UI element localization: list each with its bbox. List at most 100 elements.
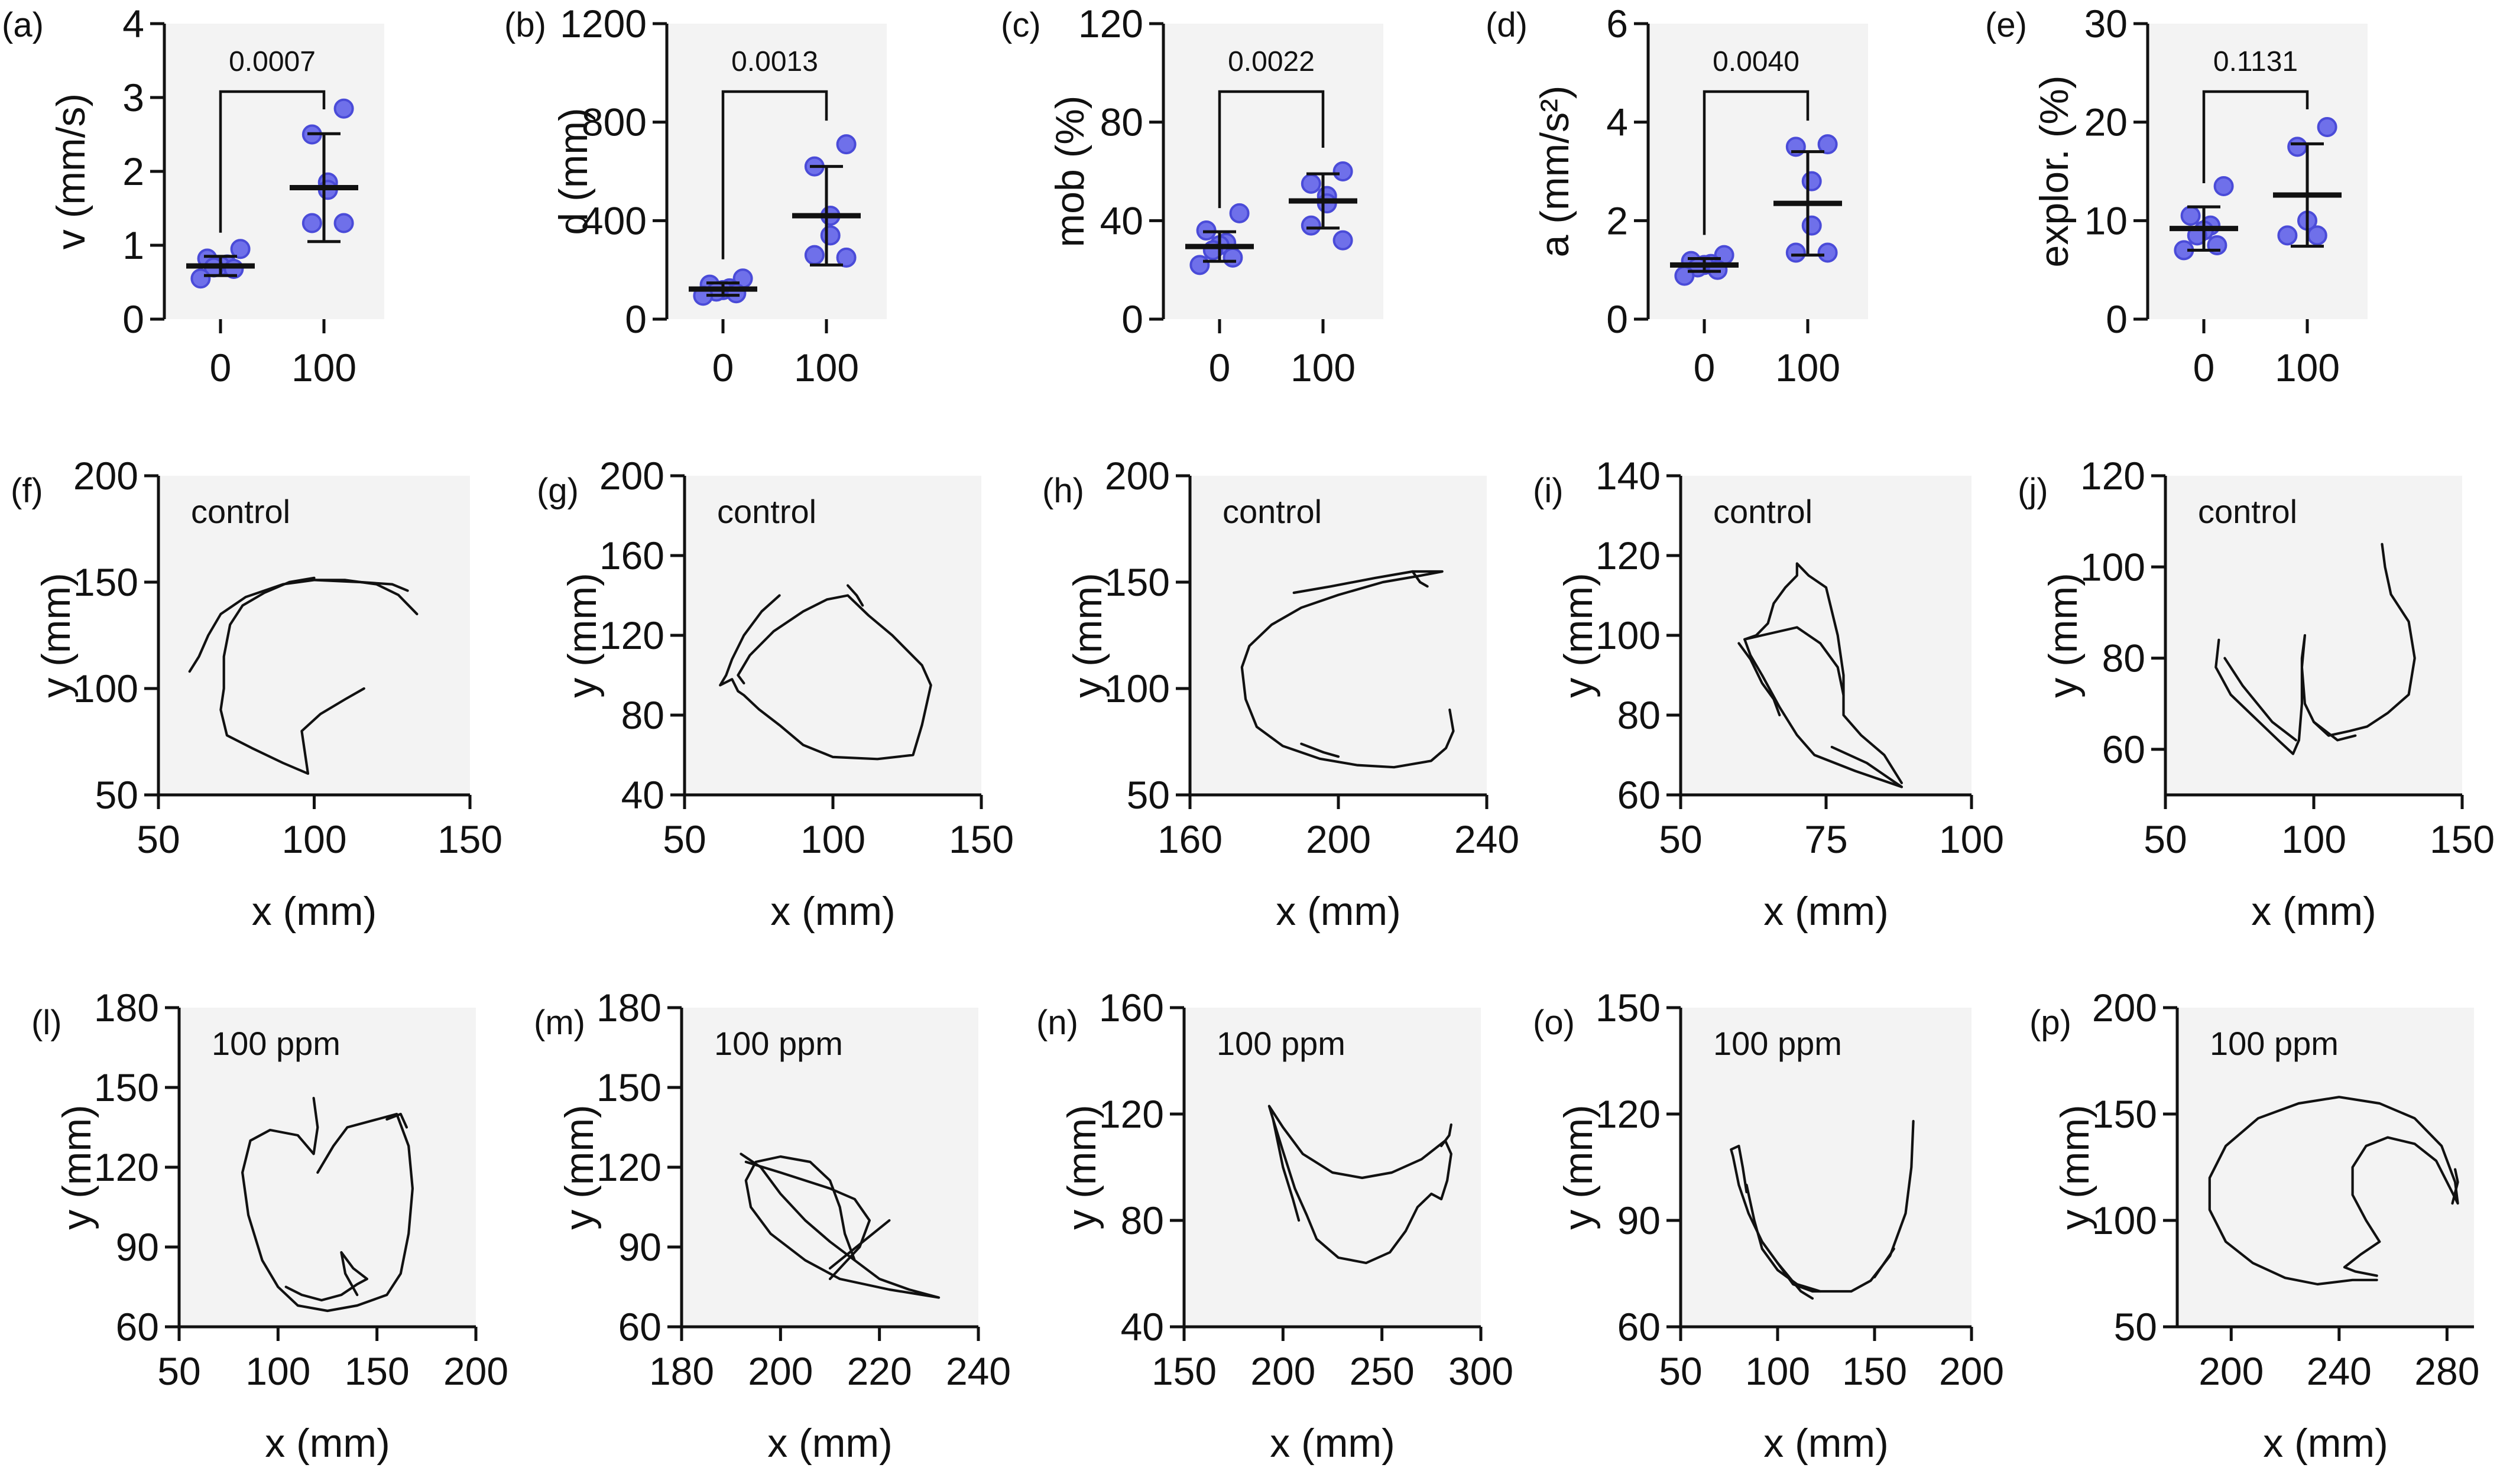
y-tick-label: 4 [1606,100,1628,144]
trajectory-line [1745,1183,1822,1293]
y-tick-label: 0 [122,297,144,341]
y-tick-label: 150 [1596,986,1661,1030]
trajectory-line [284,1251,368,1302]
p-value-label: 0.0022 [1228,46,1315,77]
data-point [836,134,857,155]
data-point [1785,242,1806,263]
y-axis-title: y (mm) [54,1105,99,1229]
y-axis-title: d (mm) [551,108,596,235]
data-point [1223,247,1243,268]
data-point [2317,117,2337,137]
y-tick-label: 200 [73,454,138,498]
x-tick-label: 0 [1694,346,1716,389]
y-tick-label: 20 [2084,100,2128,144]
y-tick-label: 100 [1596,613,1661,657]
trajectory-line [828,1219,891,1270]
p-value-label: 0.1131 [2213,46,2298,77]
panel-a: 0 1 2 3 4 v (mm/s) (a) 0 100 0.0007 [2,2,384,389]
x-tick-label: 240 [2307,1349,2372,1393]
trajectory-line [385,1112,408,1129]
y-tick-label: 100 [1105,667,1170,710]
significance-bracket [219,90,326,233]
panel-p: 50 100 150 200 200 240 280 x (mm) y (mm) (p) 100 p… [2029,986,2479,1466]
panel-n: 40 80 120 160 150 200 250 300 x (mm) y (mm) (n) 100… [1036,986,1513,1466]
y-tick-label: 60 [116,1305,159,1349]
x-tick-label: 150 [1152,1349,1217,1393]
panel-b: 0 400 800 1200 d (mm) (b) 0 100 0.0013 [504,2,887,389]
x-axis-title: x (mm) [1763,1421,1888,1466]
trajectory-line [1440,1123,1452,1148]
x-tick-label: 200 [1939,1349,2004,1393]
data-point [820,225,841,246]
y-tick-label: 150 [596,1066,662,1109]
plot-area [2148,24,2368,319]
panel-l: 60 90 120 150 180 50 100 150 200 x (mm) y (mm) (l) 1… [31,986,508,1466]
x-tick-label: 200 [748,1349,813,1393]
p-value-label: 0.0040 [1713,46,1799,77]
significance-bracket [1218,90,1325,209]
y-tick-label: 100 [73,667,138,710]
x-tick-label: 100 [794,346,859,389]
trajectory-line [1300,742,1340,758]
data-point [2213,176,2234,196]
panel-i: 60 80 100 120 140 50 75 100 x (mm) y (mm) (i) contr… [1533,454,2004,934]
y-tick-label: 200 [2092,986,2157,1030]
data-point [1332,230,1353,251]
significance-bracket [1703,90,1810,235]
y-tick-label: 2 [1606,199,1628,242]
x-tick-label: 150 [949,817,1014,861]
x-axis-title: x (mm) [2251,889,2376,934]
condition-label: 100 ppm [714,1025,843,1062]
trajectory-line [1830,745,1903,788]
condition-label: 100 ppm [1713,1025,1842,1062]
data-point [2277,225,2298,246]
data-point [836,247,857,268]
panel-label: (o) [1533,1004,1575,1042]
trajectory-line [2451,1168,2459,1205]
y-tick-label: 0 [1606,297,1628,341]
data-point [1817,134,1838,155]
x-tick-label: 220 [847,1349,912,1393]
x-tick-label: 50 [663,817,706,861]
y-tick-label: 60 [1617,773,1661,817]
data-point [2307,225,2327,246]
y-tick-label: 6 [1606,2,1628,46]
plot-area [1681,476,1972,795]
y-axis-title: y (mm) [1065,573,1110,697]
x-tick-label: 160 [1157,817,1223,861]
y-tick-label: 90 [618,1225,662,1269]
panel-label: (a) [2,6,44,44]
y-axis-title: y (mm) [1556,1105,1601,1229]
y-tick-label: 150 [94,1066,159,1109]
trajectory-line [2208,1096,2459,1286]
y-axis-title: explor. (%) [2032,76,2077,268]
data-point [333,213,354,233]
p-value-label: 0.0013 [731,46,818,77]
x-tick-label: 300 [1448,1349,1513,1393]
plot-area [2165,476,2462,795]
y-tick-label: 180 [596,986,662,1030]
panel-label: (p) [2029,1004,2071,1042]
panel-d: 0 2 4 6 a (mm/s²) (d) 0 100 0.0040 [1486,2,1868,389]
panel-label: (e) [1985,6,2027,44]
panel-label: (c) [1001,6,1041,44]
y-tick-label: 100 [2080,545,2145,589]
panel-label: (f) [11,472,43,510]
condition-label: control [1713,493,1812,530]
panel-label: (d) [1486,6,1528,44]
x-tick-label: 150 [2430,817,2495,861]
x-tick-label: 280 [2414,1349,2479,1393]
x-axis-title: x (mm) [1270,1421,1395,1466]
panel-j: 60 80 100 120 50 100 150 x (mm) y (mm) (j) control [2018,454,2495,934]
x-axis-title: x (mm) [770,889,895,934]
panel-c: 0 40 80 120 mob (%) (c) 0 100 0.0022 [1001,2,1383,389]
x-tick-label: 100 [281,817,346,861]
x-axis-title: x (mm) [1763,889,1888,934]
y-tick-label: 80 [1121,1199,1164,1242]
trajectory-line [1776,1261,1814,1300]
y-tick-label: 50 [95,773,138,817]
trajectory-line [740,1152,941,1299]
data-point [804,245,825,265]
